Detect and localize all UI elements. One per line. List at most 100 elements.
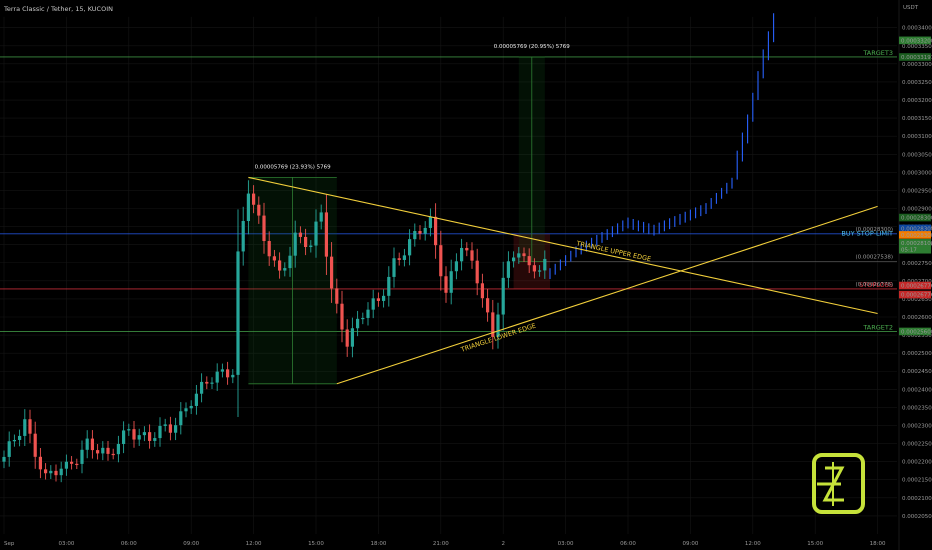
price-tick-2: 0.00033000	[902, 62, 932, 68]
price-badge-bg-7	[899, 281, 931, 290]
candle-body-53	[278, 260, 282, 271]
candle-body-66	[345, 329, 349, 347]
candle-body-61	[319, 212, 323, 222]
price-badge-bg-6	[899, 245, 931, 254]
price-badge-8: 0.00026776	[901, 293, 932, 299]
time-tick-4: 12:00	[246, 541, 262, 547]
candle-body-57	[298, 232, 302, 237]
brand-logo	[812, 453, 865, 514]
candle-body-94	[491, 312, 495, 337]
price-tick-7: 0.00030500	[902, 152, 932, 158]
time-tick-10: 06:00	[620, 541, 636, 547]
candle-body-28	[148, 432, 152, 441]
order-price-label-0: (0.00028300)	[855, 227, 893, 233]
candle-body-6	[33, 433, 37, 457]
candle-body-10	[54, 470, 58, 476]
price-badge-1: 0.00033191	[901, 55, 932, 61]
candle-body-18	[96, 450, 100, 454]
candle-body-87	[454, 261, 458, 272]
time-tick-9: 03:00	[558, 541, 574, 547]
price-badge-2: 0.00028300	[901, 216, 932, 222]
price-badge-6: 05:17	[901, 248, 917, 254]
price-badge-9: 0.00025600	[901, 329, 932, 335]
candle-body-19	[101, 447, 105, 454]
candle-body-1	[7, 441, 11, 457]
measure-label-1: 0.00005769 (20.95%) 5769	[494, 44, 570, 50]
candle-body-49	[257, 204, 261, 216]
candle-body-90	[470, 250, 474, 261]
candle-body-48	[252, 193, 256, 205]
candle-body-17	[90, 438, 94, 451]
candle-body-23	[122, 430, 126, 444]
candle-body-84	[439, 245, 443, 277]
price-tick-25: 0.00021500	[902, 478, 932, 484]
candle-body-73	[382, 295, 386, 301]
candle-body-50	[262, 215, 266, 242]
price-tick-17: 0.00025500	[902, 333, 932, 339]
candle-body-11	[59, 468, 63, 476]
price-tick-20: 0.00024000	[902, 387, 932, 393]
candle-body-26	[137, 435, 141, 440]
candle-body-44	[231, 374, 235, 378]
candle-body-88	[460, 247, 464, 262]
candle-body-85	[444, 276, 448, 293]
measurement-tools: 0.00005769 (23.93%) 5769 0.00005769 (20.9…	[248, 44, 570, 385]
candle-body-25	[132, 429, 136, 440]
candle-body-101	[527, 256, 531, 266]
price-tick-16: 0.00026000	[902, 315, 932, 321]
time-tick-3: 09:00	[183, 541, 199, 547]
candle-body-43	[226, 369, 230, 378]
candle-body-99	[517, 253, 521, 258]
candle-body-102	[532, 265, 536, 272]
candle-body-35	[184, 408, 188, 412]
candle-body-103	[538, 270, 542, 272]
price-badge-5: 0.00028100	[901, 241, 932, 247]
candle-body-104	[543, 258, 547, 271]
candles	[2, 180, 547, 483]
time-tick-8: 2	[501, 541, 505, 547]
candle-body-63	[330, 256, 334, 289]
time-tick-7: 21:00	[433, 541, 449, 547]
candle-body-47	[246, 193, 250, 222]
candle-body-14	[75, 463, 79, 466]
candle-body-41	[215, 371, 219, 383]
price-tick-24: 0.00022000	[902, 460, 932, 466]
time-axis: Sep 03:00 06:00 09:00 12:00 15:00 18:00 21:00 2 0…	[4, 541, 886, 547]
grid	[0, 16, 897, 534]
price-tick-6: 0.00031000	[902, 134, 932, 140]
order-price-label-2: (0.00026776)	[855, 282, 893, 288]
candle-body-51	[267, 241, 271, 257]
candle-body-74	[387, 276, 391, 296]
candle-body-67	[350, 328, 354, 347]
price-tick-9: 0.00029500	[902, 188, 932, 194]
candle-body-31	[163, 424, 167, 426]
level-label-1: TARGET2	[862, 323, 893, 331]
price-tick-3: 0.00032500	[902, 80, 932, 86]
candle-body-13	[70, 461, 74, 464]
candle-body-38	[200, 381, 204, 394]
candle-body-42	[220, 369, 224, 372]
price-tick-22: 0.00023000	[902, 423, 932, 429]
candle-body-33	[174, 425, 178, 433]
price-badge-bg-5	[899, 239, 931, 247]
candle-body-96	[501, 277, 505, 315]
candle-body-15	[80, 449, 84, 464]
candle-body-79	[413, 231, 417, 240]
candle-body-20	[106, 447, 110, 454]
projection-bars	[549, 13, 775, 280]
candle-body-86	[449, 271, 453, 293]
candle-body-2	[12, 439, 16, 442]
chart-title: Terra Classic / Tether, 15, KUCOIN	[3, 5, 113, 13]
candle-body-39	[205, 381, 209, 384]
price-badge-bg-8	[899, 290, 931, 299]
time-tick-14: 18:00	[870, 541, 886, 547]
price-badge-bg-0	[899, 36, 931, 45]
candle-body-81	[423, 227, 427, 234]
price-badge-4: 0.00028300	[901, 233, 932, 239]
candle-body-97	[506, 261, 510, 278]
candle-body-83	[434, 216, 438, 246]
candle-body-76	[397, 258, 401, 260]
candle-body-24	[127, 429, 131, 431]
candle-body-30	[158, 425, 162, 439]
